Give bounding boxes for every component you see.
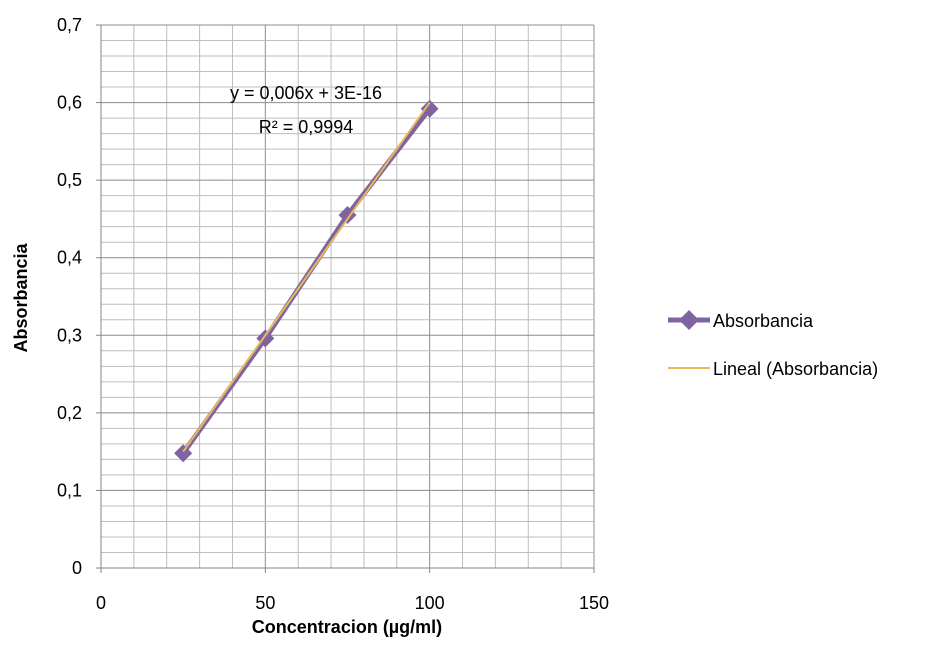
legend-series-label: Absorbancia bbox=[713, 311, 814, 331]
series-line bbox=[181, 107, 432, 455]
data-point bbox=[174, 444, 193, 463]
y-tick-label: 0 bbox=[72, 558, 82, 578]
y-tick-label: 0,1 bbox=[57, 480, 82, 500]
x-axis-title: Concentracion (µg/ml) bbox=[252, 617, 442, 637]
y-tick-label: 0,6 bbox=[57, 93, 82, 113]
x-tick-label: 150 bbox=[579, 593, 609, 613]
x-tick-label: 0 bbox=[96, 593, 106, 613]
x-tick-label: 100 bbox=[415, 593, 445, 613]
tick-labels: 0 50 100 150 0 0,1 0,2 0,3 0,4 0,5 0,6 0,7 bbox=[57, 15, 609, 613]
y-tick-label: 0,7 bbox=[57, 15, 82, 35]
data-point bbox=[420, 99, 439, 118]
data-point bbox=[338, 206, 357, 225]
y-tick-label: 0,2 bbox=[57, 403, 82, 423]
grid bbox=[100, 24, 595, 569]
legend: Absorbancia Lineal (Absorbancia) bbox=[668, 310, 878, 379]
y-tick-label: 0,3 bbox=[57, 325, 82, 345]
legend-trendline-label: Lineal (Absorbancia) bbox=[713, 359, 878, 379]
x-tick-label: 50 bbox=[255, 593, 275, 613]
trendline bbox=[182, 101, 431, 453]
axes bbox=[96, 24, 595, 573]
trendline-layer bbox=[182, 101, 431, 453]
y-tick-label: 0,4 bbox=[57, 248, 82, 268]
trendline-equation: y = 0,006x + 3E-16 bbox=[230, 83, 382, 103]
legend-series-marker bbox=[679, 310, 699, 330]
y-tick-label: 0,5 bbox=[57, 170, 82, 190]
y-axis-title: Absorbancia bbox=[11, 242, 31, 352]
trendline-r-squared: R² = 0,9994 bbox=[259, 117, 354, 137]
